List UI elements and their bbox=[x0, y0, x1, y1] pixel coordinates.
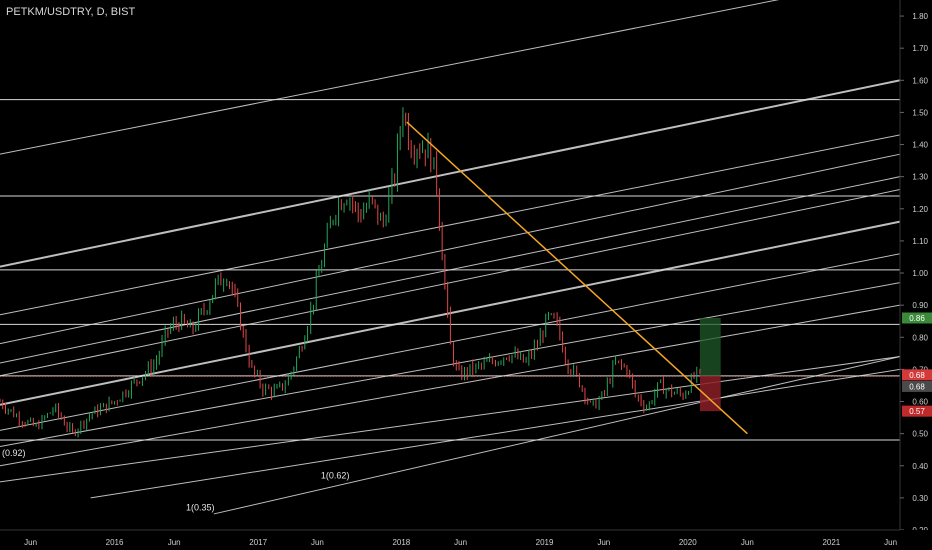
x-tick-label-12: Jun bbox=[884, 538, 897, 547]
channel-line-9 bbox=[0, 304, 901, 467]
price-tag-3 bbox=[902, 405, 932, 417]
price-tag-label-2: 0.68 bbox=[909, 382, 925, 391]
y-tick-label-14: 1.60 bbox=[912, 76, 928, 85]
y-tick-label-6: 0.80 bbox=[912, 333, 928, 342]
channel-line-12 bbox=[213, 356, 901, 515]
x-tick-label-11: 2021 bbox=[822, 538, 840, 547]
y-tick-label-3: 0.50 bbox=[912, 430, 928, 439]
price-axis[interactable]: 0.200.300.400.500.600.700.800.901.001.10… bbox=[899, 0, 932, 550]
fib-label-2: 1(0.35) bbox=[186, 503, 215, 513]
chart-title: PETKM/USDTRY, D, BIST bbox=[6, 6, 136, 18]
y-tick-label-2: 0.40 bbox=[912, 462, 928, 471]
y-tick-label-4: 0.60 bbox=[912, 398, 928, 407]
x-tick-label-9: 2020 bbox=[679, 538, 697, 547]
price-tag-label-1: 0.68 bbox=[909, 371, 925, 380]
price-axis-bg bbox=[900, 0, 932, 550]
y-tick-label-16: 1.80 bbox=[912, 12, 928, 21]
trendline bbox=[406, 121, 748, 435]
x-tick-label-0: Jun bbox=[24, 538, 37, 547]
channel-lines bbox=[0, 0, 901, 515]
channel-line-2 bbox=[0, 134, 901, 316]
x-tick-label-5: 2018 bbox=[392, 538, 410, 547]
loss-zone bbox=[699, 375, 721, 412]
price-tag-1 bbox=[902, 369, 932, 381]
channel-line-8 bbox=[0, 282, 901, 447]
x-tick-label-8: Jun bbox=[597, 538, 610, 547]
channel-line-3 bbox=[0, 153, 901, 345]
candles bbox=[0, 107, 701, 438]
x-tick-label-7: 2019 bbox=[536, 538, 554, 547]
price-tag-label-3: 0.57 bbox=[909, 407, 925, 416]
channel-line-11 bbox=[90, 368, 901, 499]
y-tick-label-12: 1.40 bbox=[912, 141, 928, 150]
y-tick-label-10: 1.20 bbox=[912, 205, 928, 214]
x-tick-label-4: Jun bbox=[311, 538, 324, 547]
channel-line-10 bbox=[0, 356, 901, 483]
y-tick-label-9: 1.10 bbox=[912, 237, 928, 246]
x-tick-label-1: 2016 bbox=[106, 538, 124, 547]
x-tick-label-10: Jun bbox=[741, 538, 754, 547]
y-tick-label-13: 1.50 bbox=[912, 108, 928, 117]
x-tick-label-3: 2017 bbox=[249, 538, 267, 547]
price-tag-0 bbox=[902, 312, 932, 324]
y-tick-label-11: 1.30 bbox=[912, 173, 928, 182]
channel-line-0 bbox=[0, 0, 780, 155]
channel-line-4 bbox=[0, 176, 901, 364]
fib-label-0: (0.92) bbox=[2, 448, 26, 458]
trendline-line bbox=[406, 121, 748, 435]
x-tick-label-6: Jun bbox=[454, 538, 467, 547]
x-tick-label-2: Jun bbox=[168, 538, 181, 547]
position-box bbox=[699, 318, 721, 412]
time-axis[interactable]: Jun 2016 Jun 2017 Jun 2018 Jun 2019 Jun 2020 Jun 20… bbox=[0, 529, 932, 550]
channel-line-1 bbox=[0, 79, 901, 268]
y-tick-label-8: 1.00 bbox=[912, 269, 928, 278]
price-tag-2 bbox=[902, 380, 932, 392]
time-axis-bg bbox=[0, 530, 932, 550]
annotations: (0.92) 1(0.62) 1(0.35) bbox=[2, 448, 349, 513]
price-tag-label-0: 0.86 bbox=[909, 314, 925, 323]
y-tick-label-7: 0.90 bbox=[912, 301, 928, 310]
profit-zone bbox=[699, 318, 721, 376]
fib-label-1: 1(0.62) bbox=[321, 471, 350, 481]
channel-line-5 bbox=[0, 189, 901, 377]
y-tick-label-1: 0.30 bbox=[912, 494, 928, 503]
y-tick-label-15: 1.70 bbox=[912, 44, 928, 53]
